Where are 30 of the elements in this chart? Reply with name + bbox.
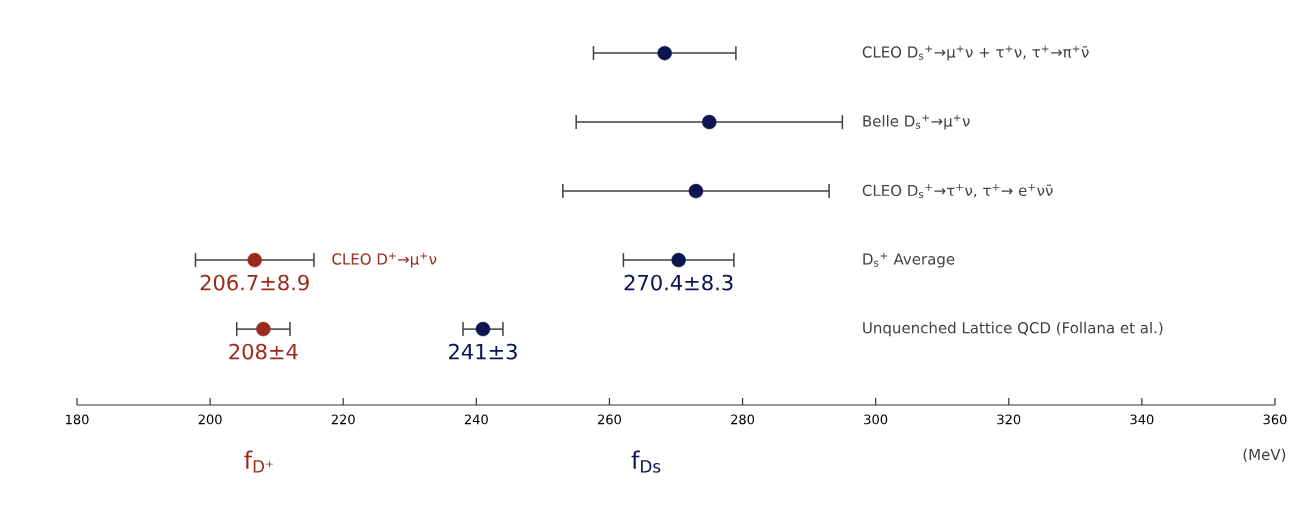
x-tick-label: 240 [464, 414, 488, 425]
point [702, 114, 717, 130]
x-tick-label: 360 [1263, 414, 1287, 425]
data-label: 270.4±8.3 [624, 274, 733, 291]
data-label: 208±4 [229, 343, 298, 360]
x-tick-label: 300 [864, 414, 888, 425]
point [671, 252, 686, 268]
y-tick-label: Unquenched Lattice QCD (Follana et al.) [863, 321, 1163, 337]
annotation: CLEO D$^{+}$→μ$^{+}$ν [332, 252, 437, 268]
x-tick-label: 220 [331, 414, 355, 425]
category-label: CLEO D$_{s}$$^{+}$→μ$^{+}$ν + τ$^{+}$ν, τ$^{+}$→π$^{+}$ν̄ [862, 45, 1089, 61]
x-tick-label: 200 [198, 414, 222, 425]
x-tick-label: 260 [597, 414, 621, 425]
data-label: 241±3 [449, 343, 517, 360]
x-tick-label: 180 [66, 414, 89, 425]
text: f$_{D⁺}$ [244, 450, 273, 473]
x-axis-title: (MeV) [1243, 448, 1286, 462]
point [247, 252, 262, 268]
data-label: 206.7±8.9 [200, 274, 309, 291]
x-tick-label: 320 [997, 414, 1021, 425]
point [688, 183, 704, 199]
category-label: CLEO D$_{s}$$^{+}$→τ$^{+}$ν, τ$^{+}$→ e$^{+}$νν̄ [862, 184, 1053, 199]
text: f$_{Ds}$ [631, 450, 661, 473]
point [475, 321, 491, 337]
point [657, 45, 672, 61]
y-tick-label: Belle D$_{s}$$^{+}$→μ$^{+}$ν [863, 114, 970, 130]
x-tick-label: 340 [1130, 414, 1154, 425]
point [256, 321, 271, 337]
y-tick-label: D$_{s}$$^{+}$ Average [863, 252, 955, 268]
x-tick-label: 280 [731, 414, 755, 425]
